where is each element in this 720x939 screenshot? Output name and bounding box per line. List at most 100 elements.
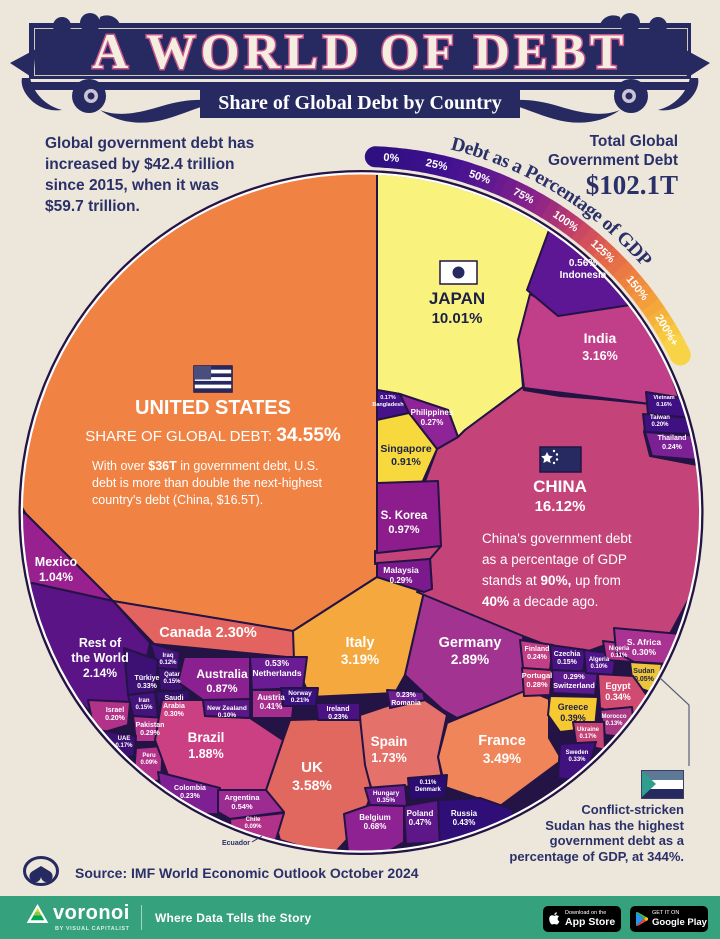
svg-text:0.11%: 0.11% xyxy=(611,653,628,659)
svg-text:0.10%: 0.10% xyxy=(590,664,608,670)
svg-text:0.29%: 0.29% xyxy=(390,576,413,585)
svg-text:0.20%: 0.20% xyxy=(105,715,126,722)
svg-text:0.54%: 0.54% xyxy=(231,802,253,811)
svg-text:India: India xyxy=(584,330,617,346)
svg-text:0.11%: 0.11% xyxy=(420,780,437,786)
svg-text:Poland: Poland xyxy=(407,809,434,818)
svg-text:0.34%: 0.34% xyxy=(605,692,631,702)
svg-text:Vietnam: Vietnam xyxy=(653,395,674,401)
svg-text:0.29%: 0.29% xyxy=(140,730,161,737)
svg-text:Taiwan: Taiwan xyxy=(650,415,670,421)
svg-text:Belgium: Belgium xyxy=(359,813,391,822)
svg-text:JAPAN: JAPAN xyxy=(429,289,485,308)
svg-text:stands at 90%, up from: stands at 90%, up from xyxy=(482,573,621,588)
svg-text:0.10%: 0.10% xyxy=(218,712,237,719)
svg-text:0.05%: 0.05% xyxy=(634,676,655,683)
svg-text:SHARE OF GLOBAL DEBT: 34.55%: SHARE OF GLOBAL DEBT: 34.55% xyxy=(85,425,341,446)
svg-text:0.43%: 0.43% xyxy=(453,818,476,827)
svg-text:Australia: Australia xyxy=(196,667,248,681)
svg-text:0.09%: 0.09% xyxy=(140,760,158,766)
svg-text:40% a decade ago.: 40% a decade ago. xyxy=(482,594,598,609)
svg-text:Argentina: Argentina xyxy=(224,793,260,802)
svg-text:Bangladesh: Bangladesh xyxy=(372,402,404,408)
svg-text:0.17%: 0.17% xyxy=(579,734,597,740)
svg-text:0.12%: 0.12% xyxy=(159,660,177,666)
svg-text:UAE: UAE xyxy=(118,736,131,742)
svg-text:0.24%: 0.24% xyxy=(527,654,548,661)
svg-text:1.04%: 1.04% xyxy=(39,570,73,584)
svg-text:0.17%: 0.17% xyxy=(115,743,133,749)
svg-text:0.20%: 0.20% xyxy=(651,422,669,428)
svg-text:0.23%: 0.23% xyxy=(328,714,349,721)
svg-text:0.68%: 0.68% xyxy=(364,822,387,831)
svg-text:0.33%: 0.33% xyxy=(137,683,158,690)
svg-text:0.09%: 0.09% xyxy=(244,824,262,830)
svg-text:2.14%: 2.14% xyxy=(83,666,117,680)
svg-text:0.28%: 0.28% xyxy=(526,680,548,689)
svg-text:0.30%: 0.30% xyxy=(632,647,657,657)
svg-text:Greece: Greece xyxy=(558,702,589,712)
svg-text:0.87%: 0.87% xyxy=(206,683,237,695)
svg-text:0.29%: 0.29% xyxy=(563,672,585,681)
svg-text:1.73%: 1.73% xyxy=(371,751,406,765)
svg-text:Saudi: Saudi xyxy=(164,695,183,702)
svg-text:Romania: Romania xyxy=(391,700,421,707)
svg-text:Canada 2.30%: Canada 2.30% xyxy=(159,625,257,641)
svg-text:3.19%: 3.19% xyxy=(341,652,379,667)
svg-text:Iraq: Iraq xyxy=(162,653,173,659)
svg-text:Czechia: Czechia xyxy=(554,651,581,658)
svg-text:0%: 0% xyxy=(383,152,400,165)
svg-text:Germany: Germany xyxy=(439,635,502,651)
svg-text:Sweden: Sweden xyxy=(566,750,589,756)
svg-text:Finland: Finland xyxy=(525,646,550,653)
svg-text:Nigeria: Nigeria xyxy=(609,646,630,652)
svg-text:0.30%: 0.30% xyxy=(164,711,185,718)
svg-text:0.15%: 0.15% xyxy=(135,705,153,711)
svg-text:Philippines: Philippines xyxy=(411,408,454,417)
svg-text:0.33%: 0.33% xyxy=(568,757,586,763)
svg-text:Arabia: Arabia xyxy=(163,703,185,710)
svg-text:0.91%: 0.91% xyxy=(391,456,421,468)
svg-text:Chile: Chile xyxy=(246,817,261,823)
svg-text:as a percentage of GDP: as a percentage of GDP xyxy=(482,552,627,567)
svg-text:0.35%: 0.35% xyxy=(377,797,396,804)
svg-text:0.47%: 0.47% xyxy=(409,818,432,827)
svg-text:16.12%: 16.12% xyxy=(535,498,586,515)
svg-text:0.41%: 0.41% xyxy=(260,702,283,711)
svg-text:country's debt (China, $16.5T): country's debt (China, $16.5T). xyxy=(92,493,263,507)
svg-text:Austria: Austria xyxy=(257,693,285,702)
svg-text:Iran: Iran xyxy=(138,698,149,704)
svg-text:Spain: Spain xyxy=(371,734,408,749)
svg-text:0.24%: 0.24% xyxy=(662,444,683,451)
svg-text:Switzerland: Switzerland xyxy=(553,681,595,690)
svg-text:UNITED STATES: UNITED STATES xyxy=(135,397,291,419)
svg-text:debt is more than double the n: debt is more than double the next-highes… xyxy=(92,476,323,490)
svg-text:Italy: Italy xyxy=(345,635,374,651)
svg-text:the World: the World xyxy=(71,651,128,665)
svg-text:Brazil: Brazil xyxy=(188,730,225,745)
svg-text:Thailand: Thailand xyxy=(658,435,687,442)
svg-text:0.23%: 0.23% xyxy=(180,793,201,800)
svg-text:0.56%: 0.56% xyxy=(569,258,597,269)
svg-text:Algeria: Algeria xyxy=(589,657,610,663)
svg-text:Denmark: Denmark xyxy=(415,787,441,793)
svg-text:0.15%: 0.15% xyxy=(163,679,181,685)
svg-text:Ecuador: Ecuador xyxy=(222,840,250,847)
svg-text:0.23%: 0.23% xyxy=(396,692,417,699)
svg-text:With over $36T in government d: With over $36T in government debt, U.S. xyxy=(92,459,319,473)
svg-text:Netherlands: Netherlands xyxy=(252,668,301,678)
svg-text:New Zealand: New Zealand xyxy=(207,705,247,712)
svg-text:10.01%: 10.01% xyxy=(432,310,483,327)
svg-text:1.88%: 1.88% xyxy=(188,747,223,761)
svg-text:Singapore: Singapore xyxy=(380,443,432,455)
svg-text:Indonesia: Indonesia xyxy=(560,270,607,281)
svg-text:Sudan: Sudan xyxy=(633,668,654,675)
svg-text:Pakistan: Pakistan xyxy=(136,722,165,729)
svg-text:Colombia: Colombia xyxy=(174,785,206,792)
svg-text:3.16%: 3.16% xyxy=(582,349,617,363)
svg-text:Qatar: Qatar xyxy=(164,672,180,678)
svg-text:0.53%: 0.53% xyxy=(265,658,290,668)
svg-text:0.39%: 0.39% xyxy=(560,713,586,723)
svg-text:Russia: Russia xyxy=(451,809,478,818)
svg-text:S. Korea: S. Korea xyxy=(381,510,428,522)
